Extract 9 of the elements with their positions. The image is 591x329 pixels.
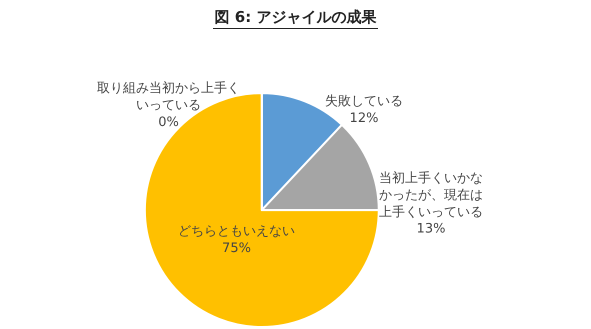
- slice-label: 失敗している: [325, 94, 403, 109]
- data-label: 75%: [222, 240, 251, 256]
- slice-label: どちらともいえない: [178, 224, 295, 239]
- data-label: 12%: [350, 110, 378, 126]
- category-label: 取り組み当初から上手くいっている: [97, 81, 240, 113]
- text: 0%: [158, 114, 179, 130]
- data-label: 13%: [416, 222, 446, 237]
- chart-title: 図 6: アジャイルの成果: [212, 8, 378, 29]
- slice-label: 当初上手くいかなかったが、現在は上手くいっている: [379, 171, 483, 220]
